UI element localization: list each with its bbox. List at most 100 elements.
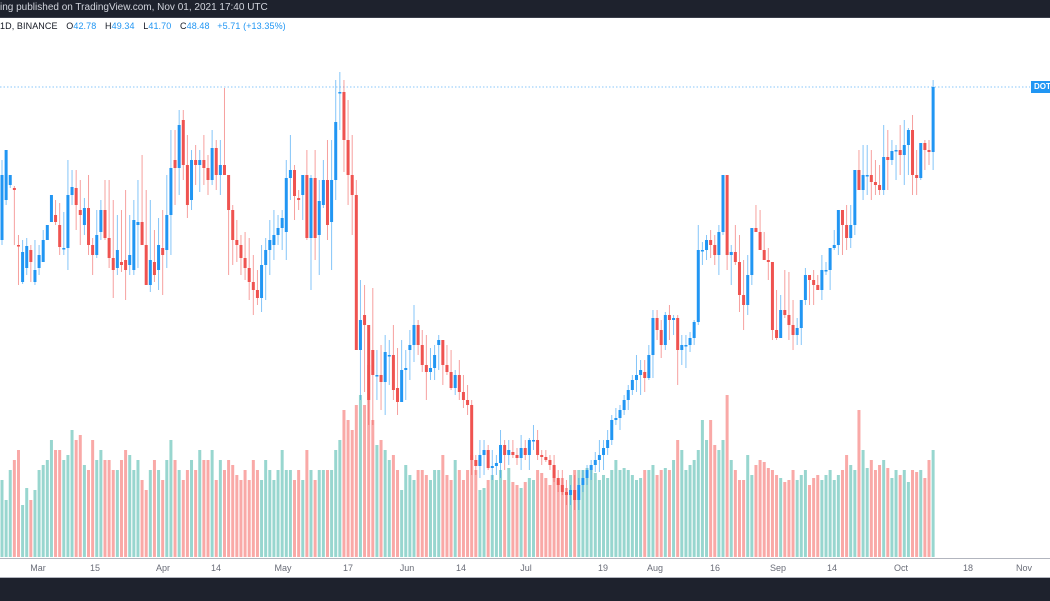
candle-down (181, 120, 185, 165)
symbol-label: 1D, BINANCE (0, 21, 58, 31)
volume-bar (507, 468, 511, 557)
candle-down (194, 160, 198, 165)
x-tick-label: Jun (399, 563, 415, 573)
volume-bar (713, 445, 717, 557)
candle-up (272, 235, 276, 245)
volume-bar (4, 500, 8, 557)
volume-bar (672, 460, 676, 557)
candle-up (721, 175, 725, 232)
candle-down (152, 262, 156, 275)
candle-down (770, 262, 774, 330)
volume-bar (857, 410, 861, 557)
volume-bar (705, 440, 709, 557)
volume-bar (849, 465, 853, 557)
volume-bar (836, 475, 840, 557)
volume-bar (297, 470, 301, 557)
candle-down (775, 330, 779, 338)
candle-up (647, 355, 651, 378)
candle-down (231, 210, 235, 240)
volume-bar (264, 460, 268, 557)
volume-bar (770, 470, 774, 557)
volume-bar (358, 395, 362, 557)
volume-bar (610, 470, 614, 557)
volume-bar (428, 480, 432, 557)
volume-bar (634, 480, 638, 557)
candle-down (898, 150, 902, 155)
volume-bar (190, 460, 194, 557)
candle-down (873, 182, 877, 185)
volume-bar (16, 450, 20, 557)
candle-down (161, 248, 165, 255)
volume-bar (342, 410, 346, 557)
x-tick-label: Jul (520, 563, 532, 573)
candle-up (218, 165, 222, 175)
volume-bar (540, 473, 544, 557)
candle-down (659, 330, 663, 345)
volume-bar (62, 460, 66, 557)
candle-up (680, 345, 684, 350)
volume-bar (787, 480, 791, 557)
volume-bar (218, 460, 222, 557)
candlestick-chart[interactable] (0, 18, 1050, 558)
candle-up (437, 340, 441, 345)
volume-bar (721, 440, 725, 557)
candle-up (8, 175, 12, 185)
candle-up (128, 255, 132, 265)
volume-bar (317, 470, 321, 557)
candle-down (742, 295, 746, 305)
candle-up (581, 478, 585, 485)
candle-down (766, 260, 770, 262)
candle-up (25, 246, 29, 268)
volume-bar (321, 470, 325, 557)
candle-down (457, 375, 461, 392)
volume-bar (363, 405, 367, 557)
candle-down (12, 188, 16, 190)
volume-bar (581, 470, 585, 557)
volume-bar (82, 465, 86, 557)
candle-up (132, 220, 136, 270)
volume-bar (725, 395, 729, 557)
candle-up (99, 210, 103, 232)
candle-down (206, 168, 210, 180)
candle-down (762, 250, 766, 260)
volume-bar (873, 470, 877, 557)
candle-up (338, 92, 342, 94)
candle-down (544, 457, 548, 460)
volume-bar (165, 460, 169, 557)
volume-bar (214, 480, 218, 557)
volume-bar (12, 460, 16, 557)
volume-bar (379, 440, 383, 557)
candle-down (474, 460, 478, 466)
candle-down (111, 258, 115, 270)
volume-bar (198, 450, 202, 557)
candle-up (404, 368, 408, 370)
candle-down (243, 258, 247, 268)
candle-down (927, 150, 931, 152)
candle-down (346, 140, 350, 175)
volume-bar (927, 460, 931, 557)
volume-bar (313, 480, 317, 557)
volume-bar (746, 455, 750, 557)
volume-bar (799, 475, 803, 557)
volume-bar (758, 460, 762, 557)
candle-down (845, 225, 849, 238)
volume-bar (548, 485, 552, 557)
volume-bar (803, 470, 807, 557)
ohlc-legend: 1D, BINANCE O42.78 H49.34 L41.70 C48.48 … (0, 21, 286, 31)
candle-up (276, 228, 280, 235)
volume-bar (177, 470, 181, 557)
volume-bar (272, 480, 276, 557)
time-axis[interactable]: Mar 15 Apr 14 May 17 Jun 14 Jul 19 Aug 16 Sep 14 Oct 18… (0, 558, 1050, 578)
candle-down (367, 325, 371, 400)
volume-bar (602, 475, 606, 557)
volume-bar (474, 470, 478, 557)
last-price-tag: DOT (1031, 81, 1050, 93)
volume-bar (103, 460, 107, 557)
volume-bar (367, 365, 371, 557)
volume-bar (676, 440, 680, 557)
candle-down (325, 180, 329, 225)
volume-bar (128, 455, 132, 557)
volume-bar (132, 470, 136, 557)
candle-down (915, 175, 919, 178)
candle-down (857, 170, 861, 190)
